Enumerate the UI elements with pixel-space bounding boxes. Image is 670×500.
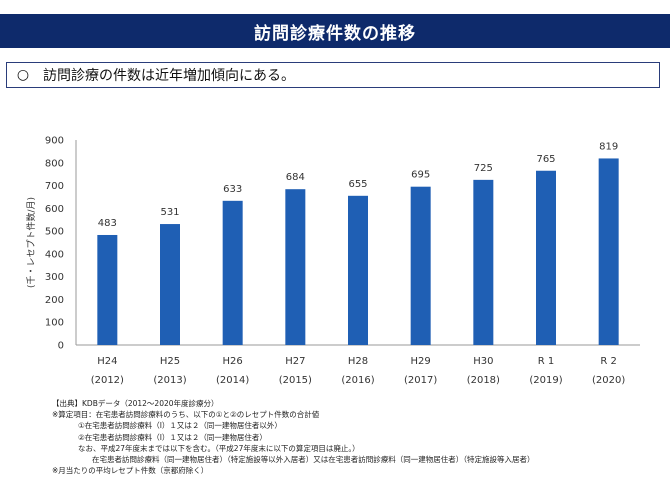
data-label: 531: [160, 207, 179, 218]
summary-box: ○ 訪問診療の件数は近年増加傾向にある。: [6, 62, 660, 88]
bar: [473, 179, 494, 345]
x-tick-label: H28: [348, 356, 368, 367]
data-label: 655: [348, 179, 367, 190]
data-label: 819: [599, 141, 618, 152]
x-tick-sublabel: (2020): [592, 375, 625, 386]
note-line: なお、平成27年度末までは以下を含む。（平成27年度末に以下の算定項目は廃止。）: [78, 443, 360, 453]
y-tick-label: 200: [45, 295, 64, 306]
data-label: 633: [223, 184, 242, 195]
data-label: 684: [286, 172, 305, 183]
note-line: 【出典】KDBデータ（2012～2020年度診療分）: [52, 399, 219, 408]
note-line: ※算定項目：在宅患者訪問診療料のうち、以下の①と②のレセプト件数の合計値: [52, 410, 320, 420]
bar: [348, 195, 368, 345]
y-axis-label: (千・レセプト件数/月): [25, 197, 37, 288]
y-tick-label: 600: [45, 204, 64, 215]
bar: [410, 186, 431, 345]
x-tick-sublabel: (2017): [404, 375, 437, 386]
x-tick-sublabel: (2018): [467, 375, 500, 386]
data-label: 695: [411, 170, 430, 181]
y-tick-label: 100: [45, 318, 64, 329]
data-label: 483: [98, 218, 117, 229]
y-tick-label: 400: [45, 249, 64, 260]
page-title: 訪問診療件数の推移: [0, 14, 670, 48]
y-tick-label: 700: [45, 181, 64, 192]
y-tick-label: 800: [45, 158, 64, 169]
x-tick-label: R 1: [538, 356, 555, 367]
note-line: ①在宅患者訪問診療料（Ⅰ）１又は２（同一建物居住者以外）: [78, 421, 282, 431]
x-tick-label: H29: [411, 356, 431, 367]
y-tick-label: 300: [45, 272, 64, 283]
x-tick-label: H30: [473, 356, 493, 367]
y-tick-label: 0: [58, 341, 64, 352]
bar: [160, 224, 180, 345]
x-tick-sublabel: (2012): [91, 375, 124, 386]
bar: [222, 200, 243, 345]
summary-text: 訪問診療の件数は近年増加傾向にある。: [43, 68, 295, 84]
x-tick-label: R 2: [600, 356, 617, 367]
y-tick-label: 900: [45, 136, 64, 147]
bar: [598, 158, 619, 345]
note-line: 在宅患者訪問診療料（同一建物居住者）（特定施設等以外入居者）又は在宅患者訪問診療…: [92, 455, 535, 465]
bar: [285, 189, 306, 345]
data-label: 765: [536, 154, 555, 165]
x-tick-sublabel: (2014): [216, 375, 249, 386]
x-tick-label: H26: [223, 356, 243, 367]
x-tick-sublabel: (2013): [153, 375, 186, 386]
note-line: ※月当たりの平均レセプト件数（京都府除く）: [52, 466, 209, 476]
x-tick-label: H24: [97, 356, 117, 367]
x-tick-label: H25: [160, 356, 180, 367]
bar: [97, 234, 118, 345]
y-tick-label: 500: [45, 227, 64, 238]
x-tick-label: H27: [285, 356, 305, 367]
source-notes: 【出典】KDBデータ（2012～2020年度診療分） ※算定項目：在宅患者訪問診…: [52, 398, 535, 476]
bullet-circle-icon: ○: [16, 67, 30, 83]
data-label: 725: [474, 163, 493, 174]
x-tick-sublabel: (2019): [529, 375, 562, 386]
note-line: ②在宅患者訪問診療料（Ⅰ）１又は２（同一建物居住者）: [78, 432, 267, 442]
bar-chart: 0 100 200 300 400 500 600 700 800 900 (千・レセプト件数/月)…: [25, 136, 640, 386]
x-tick-sublabel: (2015): [279, 375, 312, 386]
x-tick-sublabel: (2016): [341, 375, 374, 386]
bar: [536, 170, 556, 345]
